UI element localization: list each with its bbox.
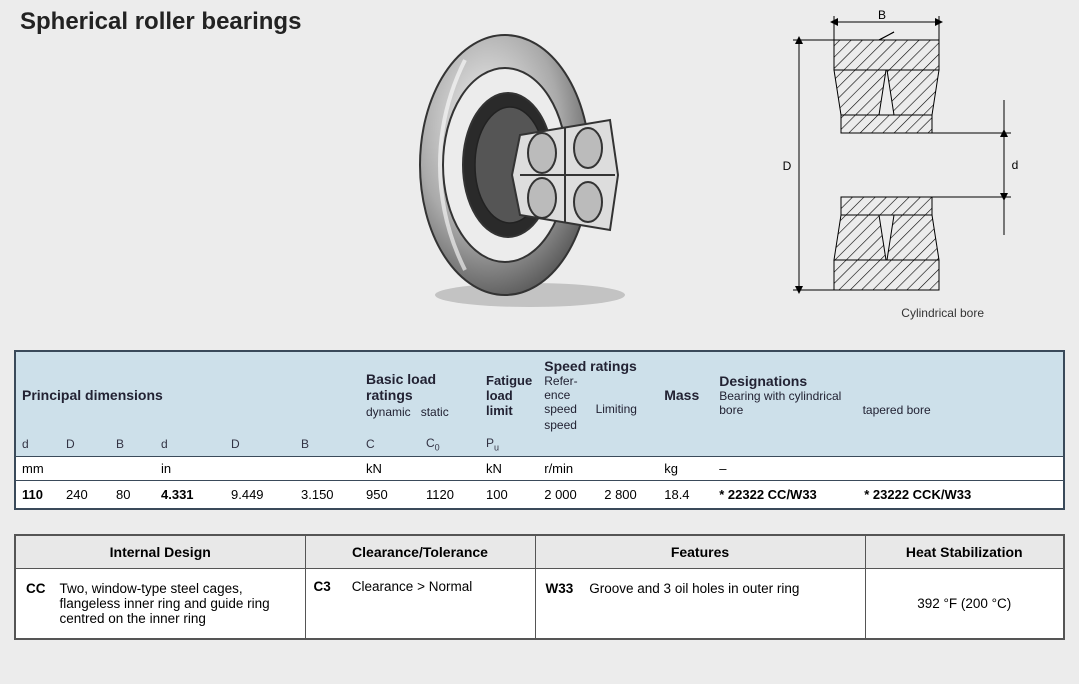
hdr-Pu: Pu bbox=[480, 434, 538, 457]
d-mm: 110 bbox=[15, 481, 60, 510]
hdr-designations: Designations Bearing with cylindrical bo… bbox=[713, 351, 1064, 434]
c3-text: Clearance > Normal bbox=[352, 579, 472, 594]
cell-internal: CC Two, window-type steel cages, flangel… bbox=[15, 569, 305, 640]
hdr-fatigue: Fatigue load limit bbox=[480, 351, 538, 434]
hdr-clearance: Clearance/Tolerance bbox=[305, 535, 535, 569]
hdr-ref: Refer-ence speed bbox=[544, 374, 592, 416]
unit-mm: mm bbox=[15, 457, 155, 481]
hdr-internal: Internal Design bbox=[15, 535, 305, 569]
cell-features: W33 Groove and 3 oil holes in outer ring bbox=[535, 569, 865, 640]
page-title: Spherical roller bearings bbox=[20, 8, 301, 36]
C0-val: 1120 bbox=[420, 481, 480, 510]
dimensions-table: Principal dimensions Basic load ratings … bbox=[14, 350, 1065, 510]
D-mm: 240 bbox=[60, 481, 110, 510]
hdr-D: D bbox=[60, 434, 110, 457]
D-in: 9.449 bbox=[225, 481, 295, 510]
hdr-heat: Heat Stabilization bbox=[865, 535, 1064, 569]
hdr-d: d bbox=[15, 434, 60, 457]
dim-d-label: d bbox=[1012, 158, 1019, 172]
unit-kg: kg bbox=[658, 457, 713, 481]
desig1: * 22322 CC/W33 bbox=[713, 481, 858, 510]
hdr-basic-load-label: Basic load ratings bbox=[366, 371, 436, 403]
unit-dash: – bbox=[713, 457, 1064, 481]
hdr-speed: Speed ratings Refer-ence speed Limiting … bbox=[538, 351, 658, 434]
cc-text: Two, window-type steel cages, flangeless… bbox=[60, 581, 270, 626]
hdr-B: B bbox=[110, 434, 155, 457]
hdr-C0: C0 bbox=[420, 434, 480, 457]
refspeed: 2 000 bbox=[538, 481, 598, 510]
limspeed: 2 800 bbox=[598, 481, 658, 510]
B-in: 3.150 bbox=[295, 481, 360, 510]
schematic-caption: Cylindrical bore bbox=[901, 306, 984, 320]
hdr-desig1: Bearing with cylindrical bore bbox=[719, 389, 859, 417]
desig2: * 23222 CCK/W33 bbox=[858, 481, 1064, 510]
hdr-C: C bbox=[360, 434, 420, 457]
B-mm: 80 bbox=[110, 481, 155, 510]
hdr-B2: B bbox=[295, 434, 360, 457]
hdr-desig2: tapered bore bbox=[863, 403, 931, 417]
unit-kN: kN bbox=[360, 457, 480, 481]
w33-text: Groove and 3 oil holes in outer ring bbox=[589, 581, 799, 596]
bearing-schematic: B D d bbox=[779, 10, 1049, 300]
features-table: Internal Design Clearance/Tolerance Feat… bbox=[14, 534, 1065, 640]
hdr-speed-label: Speed ratings bbox=[544, 358, 637, 374]
hdr-principal: Principal dimensions bbox=[15, 351, 360, 434]
mass-val: 18.4 bbox=[658, 481, 713, 510]
c3-code: C3 bbox=[314, 579, 337, 594]
C-val: 950 bbox=[360, 481, 420, 510]
d-in: 4.331 bbox=[155, 481, 225, 510]
dim-D-label: D bbox=[783, 159, 792, 173]
unit-in: in bbox=[155, 457, 360, 481]
hdr-features: Features bbox=[535, 535, 865, 569]
cell-heat: 392 °F (200 °C) bbox=[865, 569, 1064, 640]
hdr-mass: Mass bbox=[658, 351, 713, 434]
hdr-desig-label: Designations bbox=[719, 373, 807, 389]
hdr-d2: d bbox=[155, 434, 225, 457]
bearing-3d-illustration bbox=[410, 20, 640, 310]
dim-B-label: B bbox=[878, 10, 886, 22]
hdr-D2: D bbox=[225, 434, 295, 457]
Pu-val: 100 bbox=[480, 481, 538, 510]
hdr-basic-load: Basic load ratings dynamic static bbox=[360, 351, 480, 434]
unit-rmin: r/min bbox=[538, 457, 658, 481]
cell-clearance: C3 Clearance > Normal bbox=[305, 569, 535, 640]
w33-code: W33 bbox=[546, 581, 580, 596]
unit-kN2: kN bbox=[480, 457, 538, 481]
cc-code: CC bbox=[26, 581, 52, 596]
hdr-dynamic: dynamic bbox=[366, 405, 411, 419]
hdr-static: static bbox=[421, 405, 449, 419]
